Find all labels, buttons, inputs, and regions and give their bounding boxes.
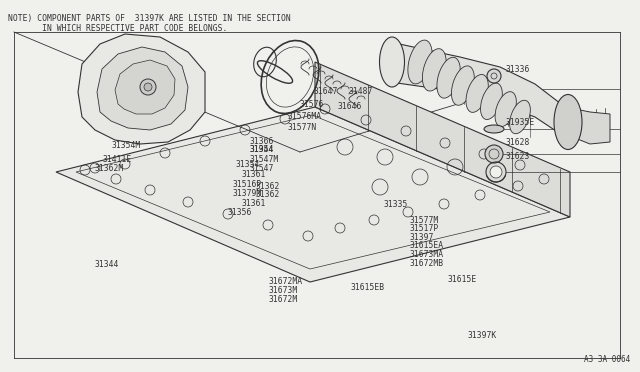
Text: 31361: 31361	[242, 199, 266, 208]
Text: 31487: 31487	[349, 87, 373, 96]
Ellipse shape	[466, 74, 488, 112]
Text: 31672MB: 31672MB	[410, 259, 444, 267]
Text: 31615EB: 31615EB	[351, 283, 385, 292]
Text: 31516P: 31516P	[232, 180, 262, 189]
Polygon shape	[115, 60, 175, 114]
Text: 31362: 31362	[256, 190, 280, 199]
Circle shape	[485, 145, 503, 163]
Text: 31576: 31576	[300, 100, 324, 109]
Polygon shape	[78, 34, 205, 144]
Circle shape	[140, 79, 156, 95]
Text: 31344: 31344	[95, 260, 119, 269]
Text: 31944: 31944	[250, 145, 274, 154]
Text: 31615E: 31615E	[448, 275, 477, 284]
Polygon shape	[565, 107, 610, 144]
Text: 31362: 31362	[256, 182, 280, 190]
Text: 31354M: 31354M	[112, 141, 141, 150]
Ellipse shape	[554, 94, 582, 150]
Text: 31547M: 31547M	[250, 155, 279, 164]
Text: 31354: 31354	[236, 160, 260, 169]
Text: 31615EA: 31615EA	[410, 241, 444, 250]
Ellipse shape	[422, 49, 446, 91]
Text: 31397K: 31397K	[467, 331, 497, 340]
Text: 31576MA: 31576MA	[288, 112, 322, 121]
Text: NOTE) COMPONENT PARTS OF  31397K ARE LISTED IN THE SECTION
       IN WHICH RESPE: NOTE) COMPONENT PARTS OF 31397K ARE LIST…	[8, 14, 291, 33]
Ellipse shape	[495, 92, 516, 126]
Text: 31361: 31361	[242, 170, 266, 179]
Text: 31547: 31547	[250, 164, 274, 173]
Text: 31673M: 31673M	[269, 286, 298, 295]
Text: 31672MA: 31672MA	[269, 278, 303, 286]
Polygon shape	[97, 47, 188, 130]
Text: 31646: 31646	[338, 102, 362, 110]
Text: 31628: 31628	[506, 138, 530, 147]
Text: 31335: 31335	[384, 200, 408, 209]
Circle shape	[490, 166, 502, 178]
Polygon shape	[315, 62, 570, 217]
Text: 31356: 31356	[227, 208, 252, 217]
Text: 31577M: 31577M	[410, 216, 439, 225]
Text: 31647: 31647	[314, 87, 338, 96]
Ellipse shape	[484, 125, 504, 133]
Circle shape	[487, 69, 501, 83]
Text: 31623: 31623	[506, 153, 530, 161]
Ellipse shape	[451, 66, 474, 105]
Text: 31411E: 31411E	[102, 155, 132, 164]
Ellipse shape	[408, 40, 432, 84]
Ellipse shape	[481, 83, 502, 119]
Text: 31379M: 31379M	[232, 189, 262, 198]
Ellipse shape	[509, 100, 531, 134]
Ellipse shape	[380, 37, 404, 87]
Text: 31672M: 31672M	[269, 295, 298, 304]
Text: 31397: 31397	[410, 233, 434, 242]
Polygon shape	[56, 107, 570, 282]
Text: 31354: 31354	[250, 145, 274, 154]
Text: 31577N: 31577N	[288, 123, 317, 132]
Text: 31336: 31336	[506, 65, 530, 74]
Text: 31362M: 31362M	[95, 164, 124, 173]
Text: 31935E: 31935E	[506, 118, 535, 126]
Ellipse shape	[437, 57, 460, 98]
Polygon shape	[390, 42, 565, 137]
Text: 31517P: 31517P	[410, 224, 439, 233]
Text: A3 3A 0064: A3 3A 0064	[584, 355, 630, 364]
Circle shape	[144, 83, 152, 91]
Text: 31673MA: 31673MA	[410, 250, 444, 259]
Text: 31366: 31366	[250, 137, 274, 146]
